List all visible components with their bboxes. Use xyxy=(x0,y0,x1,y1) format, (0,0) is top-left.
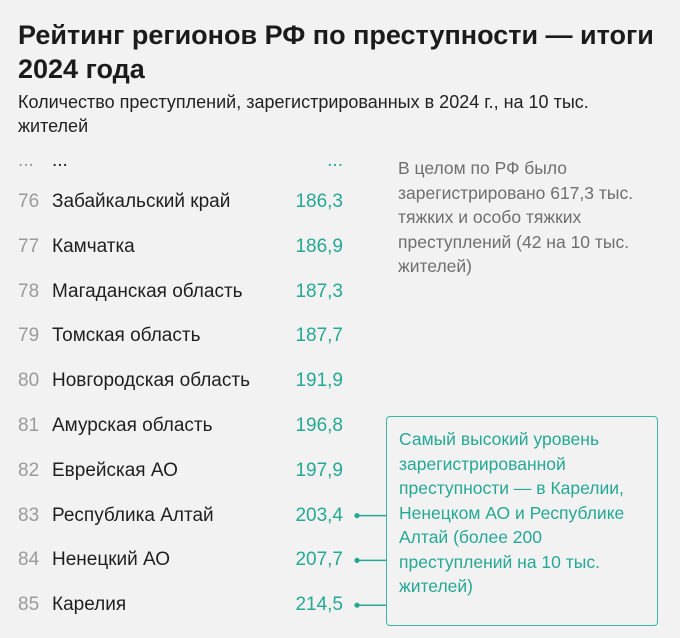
ellipsis-region: ... xyxy=(52,150,68,171)
value-label: 187,3 xyxy=(295,280,343,302)
rank-label: 81 xyxy=(18,415,40,436)
rank-label: 76 xyxy=(18,191,40,212)
region-label: Томская область xyxy=(52,325,201,347)
table-row: 84 Ненецкий АО 207,7 xyxy=(18,545,348,575)
rank-label: 80 xyxy=(18,370,40,392)
region-label: Республика Алтай xyxy=(52,504,214,526)
table-row: 78 Магаданская область 187,3 xyxy=(18,277,348,307)
rank-label: 84 xyxy=(18,549,40,571)
rank-label: 85 xyxy=(18,594,40,616)
connector-dot xyxy=(354,557,360,564)
region-label: Забайкальский край xyxy=(52,191,231,212)
table-row: 85 Карелия 214,5 xyxy=(18,590,348,620)
value-label: 196,8 xyxy=(295,415,343,436)
table-row: 80 Новгородская область 191,9 xyxy=(18,366,348,396)
value-label: 197,9 xyxy=(295,459,343,481)
chart-subtitle: Количество преступлений, зарегистрирован… xyxy=(18,92,589,136)
value-label: 191,9 xyxy=(295,370,343,392)
value-label: 187,7 xyxy=(295,325,343,347)
rank-label: 79 xyxy=(18,325,40,347)
table-row: 76 Забайкальский край 186,3 xyxy=(18,187,348,217)
table-row: 82 Еврейская АО 197,9 xyxy=(18,456,348,486)
ellipsis-rank: ... xyxy=(18,150,34,171)
rank-label: 83 xyxy=(18,504,40,526)
ellipsis-row: ... ... ... xyxy=(18,146,348,176)
connector-dot xyxy=(354,602,360,608)
chart-title: Рейтинг регионов РФ по преступности — ит… xyxy=(18,20,654,84)
table-row: 77 Камчатка 186,9 xyxy=(18,232,348,262)
table-row: 79 Томская область 187,7 xyxy=(18,321,348,351)
rank-label: 82 xyxy=(18,459,40,481)
table-row: 81 Амурская область 196,8 xyxy=(18,411,348,441)
value-label: 214,5 xyxy=(295,594,343,616)
value-label: 186,9 xyxy=(295,235,343,257)
connector-dot xyxy=(354,513,360,519)
total-note: В целом по РФ было зарегистрировано 617,… xyxy=(398,158,634,276)
rank-label: 77 xyxy=(18,235,40,257)
region-label: Еврейская АО xyxy=(52,459,178,481)
region-label: Камчатка xyxy=(52,235,135,257)
value-label: 207,7 xyxy=(295,549,343,571)
rank-label: 78 xyxy=(18,280,40,302)
ellipsis-value: ... xyxy=(327,150,343,171)
value-label: 203,4 xyxy=(295,504,343,526)
region-label: Амурская область xyxy=(52,415,213,436)
table-row: 83 Республика Алтай 203,4 xyxy=(18,501,348,531)
region-label: Магаданская область xyxy=(52,280,243,302)
region-label: Новгородская область xyxy=(52,370,250,392)
value-label: 186,3 xyxy=(295,191,343,212)
highlight-callout: Самый высокий уровень зарегистрированной… xyxy=(386,416,658,626)
region-label: Карелия xyxy=(52,594,127,616)
region-label: Ненецкий АО xyxy=(52,549,171,571)
